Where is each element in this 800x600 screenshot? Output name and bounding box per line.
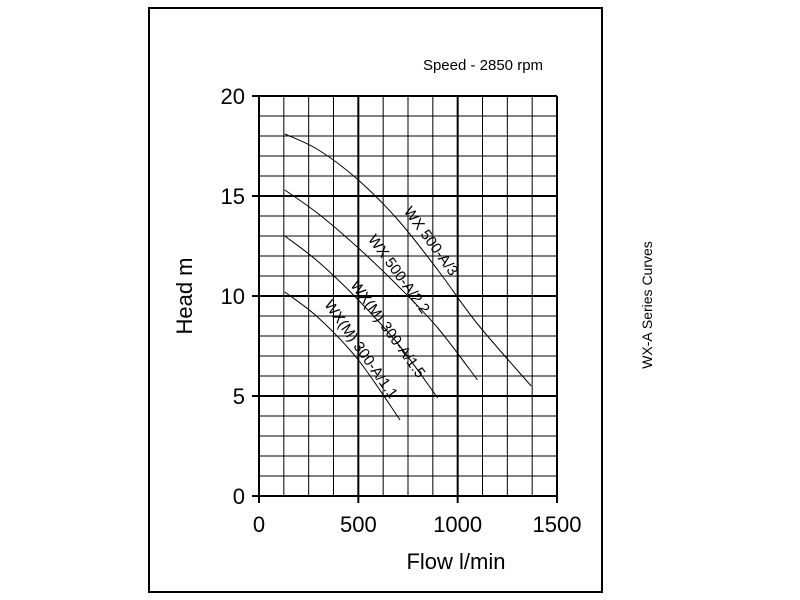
x-axis-title: Flow l/min bbox=[406, 549, 505, 574]
x-tick-label: 1000 bbox=[433, 512, 482, 537]
speed-annotation: Speed - 2850 rpm bbox=[423, 57, 543, 74]
series-curve-0 bbox=[284, 133, 532, 387]
y-tick-label: 20 bbox=[221, 84, 245, 109]
curve-label-wx-500-a-3: WX 500-A/3 bbox=[400, 204, 461, 279]
tick-labels: 0 500 1000 1500 0 5 10 15 20 bbox=[221, 84, 582, 537]
y-tick-label: 10 bbox=[221, 284, 245, 309]
series-curves bbox=[284, 133, 532, 421]
x-tick-label: 1500 bbox=[533, 512, 582, 537]
y-tick-label: 15 bbox=[221, 184, 245, 209]
chart-frame bbox=[148, 7, 603, 593]
series-curve-2 bbox=[284, 235, 439, 399]
grid-minor bbox=[259, 96, 557, 496]
y-tick-label: 0 bbox=[233, 484, 245, 509]
series-curve-1 bbox=[284, 189, 478, 381]
series-title: WX-A Series Curves bbox=[639, 241, 655, 369]
x-tick-label: 0 bbox=[253, 512, 265, 537]
curve-label-wxm-300-a-1-1: WX(M) 300-A/1.1 bbox=[320, 297, 400, 402]
y-tick-label: 5 bbox=[233, 384, 245, 409]
y-axis-title: Head m bbox=[172, 257, 197, 334]
series-curve-3 bbox=[284, 291, 401, 421]
x-tick-label: 500 bbox=[340, 512, 377, 537]
grid-major bbox=[252, 95, 558, 503]
